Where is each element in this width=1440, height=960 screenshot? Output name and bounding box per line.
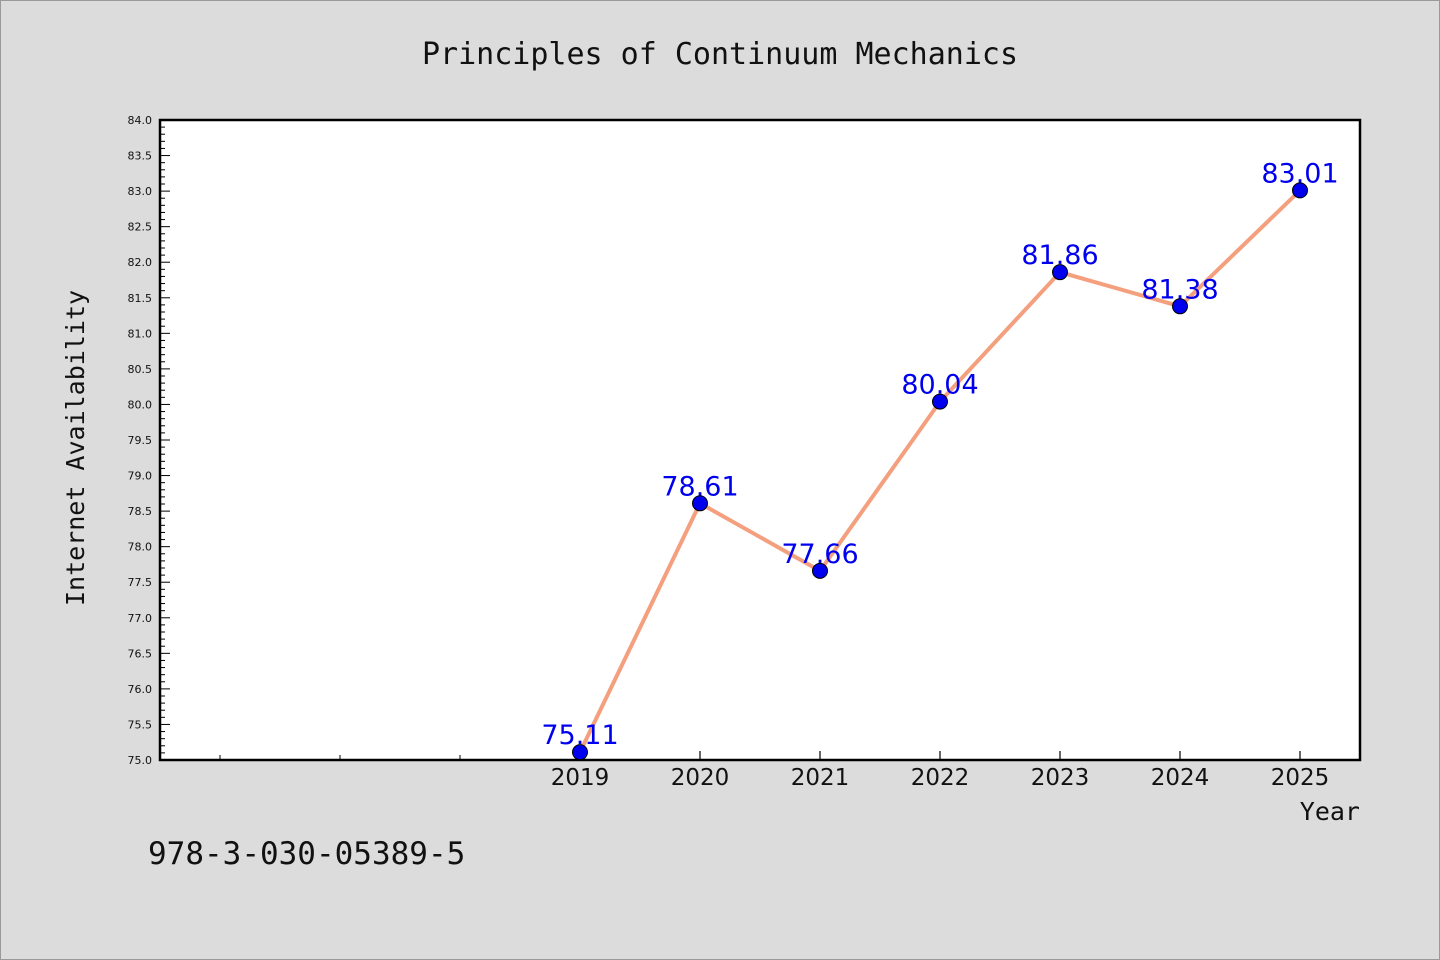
x-tick-label: 2021 [791,765,850,791]
y-tick-label: 81.0 [128,327,153,340]
x-axis: 2019 2020 2021 2022 2023 2024 2025 [219,751,1330,791]
data-point-marker [572,744,588,761]
y-tick-label: 75.0 [128,754,153,767]
x-tick-label: 2022 [911,765,970,791]
y-tick-label: 79.0 [128,470,153,483]
data-point-marker [692,495,708,512]
y-tick-label: 78.5 [128,505,153,518]
data-point-marker [932,393,948,410]
y-tick-label: 75.5 [128,718,153,731]
data-label: 80.04 [901,370,978,401]
plot-area [158,118,1362,762]
y-tick-label: 78.0 [128,541,153,554]
x-tick-label: 2019 [551,765,610,791]
data-label: 81.86 [1021,240,1098,271]
y-tick-label: 76.5 [128,647,153,660]
data-label: 77.66 [781,539,858,570]
x-tick-label: 2023 [1031,765,1090,791]
data-point-marker [812,562,828,579]
x-tick-label: 2020 [671,765,730,791]
x-tick-label: 2025 [1271,765,1330,791]
data-label: 75.11 [541,720,618,751]
chart-title: Principles of Continuum Mechanics [422,37,1018,72]
y-axis: 75.0 75.5 76.0 76.5 77.0 77.5 78.0 78.5 79.0 79.5… [128,114,170,767]
y-tick-label: 82.5 [128,221,153,234]
y-tick-label: 79.5 [128,434,153,447]
y-tick-label: 84.0 [128,114,153,127]
y-tick-label: 80.5 [128,363,153,376]
y-tick-label: 81.5 [128,292,153,305]
data-point-marker [1292,182,1308,199]
x-axis-title: Year [1300,797,1360,826]
data-point-marker [1052,264,1068,281]
x-tick-label: 2024 [1151,765,1210,791]
isbn-caption: 978-3-030-05389-5 [148,836,465,872]
data-point-marker [1172,298,1188,315]
y-tick-label: 76.0 [128,683,153,696]
y-tick-label: 80.0 [128,398,153,411]
data-label: 78.61 [661,471,738,502]
data-label: 83.01 [1261,158,1338,189]
y-tick-label: 83.0 [128,185,153,198]
y-tick-label: 83.5 [128,150,153,163]
data-label: 81.38 [1141,274,1218,305]
series-line-group: 75.11 78.61 77.66 80.04 81.86 81.38 83.01 [541,158,1339,761]
y-tick-label: 82.0 [128,256,153,269]
y-axis-title: Internet Availability [61,290,90,606]
y-tick-label: 77.0 [128,612,153,625]
y-tick-label: 77.5 [128,576,153,589]
